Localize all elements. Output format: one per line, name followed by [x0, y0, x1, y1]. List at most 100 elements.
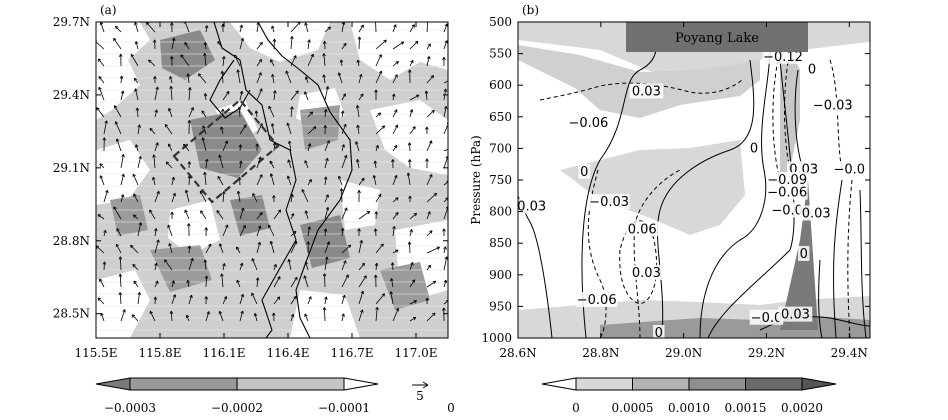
wind-vector-head	[427, 43, 431, 47]
wind-vector	[290, 90, 299, 101]
wind-vector	[340, 59, 343, 67]
y-tick-label: 500	[489, 15, 512, 29]
wind-vector	[170, 86, 173, 101]
wind-vector	[426, 280, 437, 288]
wind-vector-head	[104, 120, 108, 124]
y-tick-label: 950	[489, 299, 512, 313]
wind-vector	[375, 145, 379, 152]
wind-vector	[392, 24, 397, 33]
wind-vector-head	[326, 241, 330, 245]
wind-vector-head	[393, 144, 398, 149]
contour-line	[633, 169, 681, 338]
wind-vector-head	[203, 42, 208, 46]
wind-vector	[97, 58, 105, 67]
wind-vector-head	[153, 296, 158, 300]
wind-vector-head	[395, 61, 399, 65]
wind-vector-head	[356, 159, 360, 163]
wind-vector	[115, 121, 122, 135]
wind-vector-head	[239, 262, 244, 267]
wind-vector-head	[113, 206, 117, 210]
wind-vector-head	[290, 213, 295, 217]
wind-vector-head	[431, 109, 435, 114]
wind-vector	[201, 110, 207, 118]
wind-vector-head	[272, 195, 276, 199]
wind-vector-head	[152, 176, 156, 181]
wind-vector	[169, 243, 173, 254]
wind-vector-head	[443, 88, 448, 92]
wind-vector-head	[259, 41, 263, 46]
wind-vector-head	[344, 207, 348, 211]
wind-vector-head	[252, 193, 256, 197]
wind-vector	[358, 24, 364, 33]
wind-vector-head	[132, 214, 137, 218]
wind-vector-head	[304, 22, 308, 26]
wind-vector	[256, 156, 262, 169]
wind-vector	[392, 249, 399, 254]
wind-vector	[409, 262, 414, 271]
wind-vector-head	[378, 70, 383, 75]
wind-vector-head	[307, 143, 312, 147]
wind-vector	[290, 194, 293, 203]
wind-vector-head	[322, 273, 327, 277]
wind-vector-head	[251, 292, 255, 296]
wind-vector-head	[220, 273, 224, 277]
contour-label-bg	[798, 245, 810, 261]
wind-vector-head	[137, 124, 141, 128]
contour-line	[581, 22, 658, 338]
wind-vector-head	[171, 280, 175, 284]
wind-vector	[273, 142, 276, 152]
wind-vector	[443, 123, 448, 135]
wind-vector-head	[339, 59, 344, 63]
wind-vector-head	[322, 307, 327, 311]
wind-vector	[135, 144, 139, 152]
wind-vector	[409, 24, 415, 33]
wind-vector-head	[221, 56, 226, 60]
wind-vector	[97, 297, 105, 305]
wind-vector-head	[164, 259, 168, 263]
wind-vector-head	[172, 192, 176, 197]
wind-vector	[307, 39, 310, 50]
wind-vector-head	[202, 125, 206, 129]
wind-vector	[338, 175, 343, 186]
wind-vector-head	[171, 176, 175, 181]
wind-vector	[217, 41, 224, 50]
wind-vector	[134, 22, 139, 33]
wind-vector-head	[394, 124, 399, 128]
wind-vector-head	[236, 279, 240, 284]
wind-vector-head	[118, 256, 123, 260]
wind-vector-head	[277, 276, 281, 280]
wind-vector	[99, 278, 105, 288]
wind-vector-head	[425, 158, 429, 162]
wind-vector	[130, 244, 139, 254]
wind-vector	[119, 273, 122, 288]
wind-vector	[255, 110, 258, 118]
colorbar-tick-label: 0.0010	[668, 401, 710, 415]
reference-vector-label: 5	[416, 389, 424, 403]
wind-vector-head	[184, 189, 189, 193]
wind-vector-head	[172, 294, 177, 298]
wind-vector	[120, 309, 126, 322]
wind-vector-head	[200, 210, 204, 214]
wind-vector-head	[343, 154, 348, 159]
wind-vector-head	[325, 194, 329, 198]
wind-vector	[238, 106, 241, 118]
wind-vector-head	[374, 262, 379, 266]
wind-vector-head	[198, 73, 202, 77]
contour-line	[707, 59, 795, 338]
wind-vector	[171, 177, 175, 186]
wind-vectors	[96, 22, 454, 322]
contour-label: −0.0	[771, 203, 803, 218]
wind-vector	[97, 214, 105, 220]
wind-vector	[324, 241, 330, 254]
contour-label-bg	[653, 324, 665, 338]
x-tick-label: 29.4N	[831, 346, 868, 360]
wind-vector	[392, 197, 399, 203]
colorbar-a: −0.0003 −0.0002 −0.0001 0	[95, 377, 455, 415]
wind-vector-head	[451, 78, 454, 81]
wind-vector	[290, 55, 297, 67]
wind-vector-head	[272, 38, 277, 42]
wind-vector-head	[115, 243, 120, 248]
wind-vector-head	[170, 56, 174, 60]
wind-vector	[154, 86, 158, 101]
x-tick-label: 29.0N	[665, 346, 702, 360]
